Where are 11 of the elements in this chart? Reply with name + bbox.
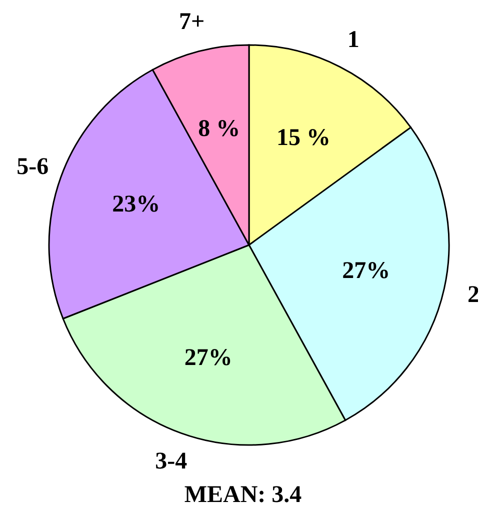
- data-label: 27%: [184, 344, 232, 371]
- slice-label: 2: [467, 282, 480, 308]
- text: MEAN: 3.4: [183, 482, 303, 509]
- slice-label: 1: [347, 27, 360, 54]
- data-label: 23%: [112, 191, 160, 218]
- slice-label: 7+: [178, 9, 205, 36]
- slice-label: 5-6: [16, 154, 49, 180]
- data-label: 15 %: [276, 125, 330, 152]
- data-label: 27%: [342, 258, 390, 284]
- data-label: 8 %: [198, 116, 240, 142]
- slice-label: 3-4: [155, 448, 188, 474]
